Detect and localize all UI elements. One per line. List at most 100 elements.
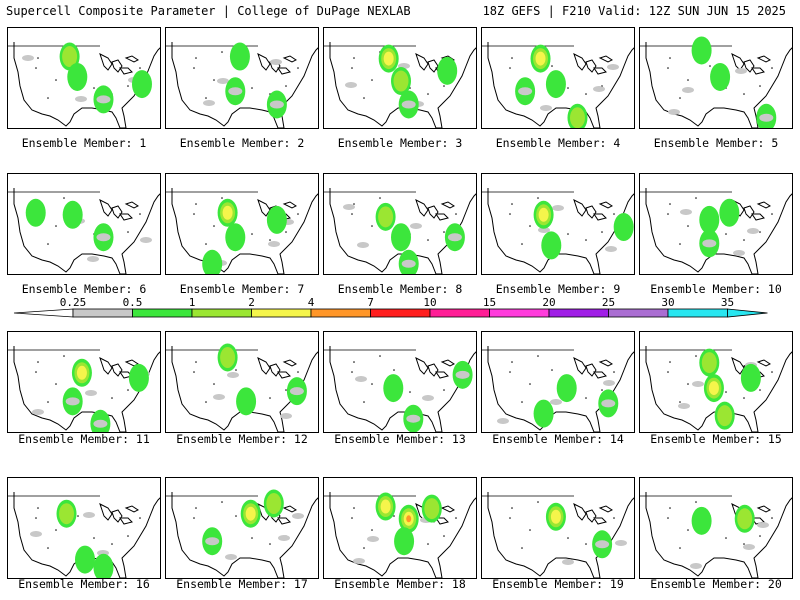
city-marker: [667, 371, 669, 373]
scp-contour-light: [447, 233, 462, 242]
city-marker: [409, 391, 411, 393]
scp-contour-fill: [76, 365, 87, 380]
city-marker: [213, 383, 215, 385]
scp-contour-fill: [383, 51, 394, 66]
city-marker: [393, 369, 395, 371]
ensemble-member-label: Ensemble Member: 2: [179, 136, 305, 150]
city-marker: [195, 507, 197, 509]
scp-contour-fill: [229, 42, 250, 71]
colorbar-high-arrow: [727, 308, 768, 318]
city-marker: [351, 517, 353, 519]
city-marker: [529, 383, 531, 385]
scp-contour-light: [607, 64, 619, 70]
city-marker: [127, 231, 129, 233]
city-marker: [613, 517, 615, 519]
ensemble-member-label: Ensemble Member: 1: [21, 136, 147, 150]
scp-contour-fill: [266, 205, 287, 234]
scp-contour-light: [22, 55, 34, 61]
city-marker: [351, 213, 353, 215]
city-marker: [55, 383, 57, 385]
city-marker: [193, 67, 195, 69]
city-marker: [537, 501, 539, 503]
city-marker: [221, 197, 223, 199]
ensemble-member-map: [7, 27, 161, 129]
colorbar-tick-label: 20: [542, 296, 555, 309]
scp-contour-light: [668, 109, 680, 115]
city-marker: [567, 537, 569, 539]
city-marker: [427, 543, 429, 545]
city-marker: [363, 547, 365, 549]
scp-contour-light: [455, 370, 470, 379]
scp-contour-fill: [719, 198, 740, 227]
scp-contour-fill: [424, 498, 440, 520]
city-marker: [195, 361, 197, 363]
scp-contour-fill: [556, 374, 577, 403]
ensemble-member-label: Ensemble Member: 14: [492, 432, 624, 446]
city-marker: [47, 243, 49, 245]
scp-contour-light: [289, 387, 304, 396]
us-basemap: [640, 188, 792, 274]
coastline: [487, 188, 634, 274]
scp-contour-light: [227, 372, 239, 378]
city-marker: [127, 85, 129, 87]
city-marker: [771, 517, 773, 519]
city-marker: [743, 93, 745, 95]
great-lakes: [99, 357, 139, 379]
coastline: [645, 492, 792, 578]
city-marker: [111, 543, 113, 545]
city-marker: [353, 57, 355, 59]
scp-contour-fill: [236, 387, 257, 416]
city-marker: [667, 517, 669, 519]
scp-contour-light: [743, 544, 755, 550]
city-marker: [37, 507, 39, 509]
ensemble-member-label: Ensemble Member: 18: [334, 577, 466, 591]
city-marker: [511, 57, 513, 59]
coastline: [645, 42, 792, 128]
city-marker: [537, 355, 539, 357]
city-marker: [297, 67, 299, 69]
scp-contour-fill: [378, 206, 394, 228]
city-marker: [47, 401, 49, 403]
great-lakes: [99, 199, 139, 221]
model-run-valid-time: 18Z GEFS | F210 Valid: 12Z SUN JUN 15 20…: [482, 4, 786, 18]
us-basemap: [482, 346, 634, 432]
great-lakes: [573, 199, 613, 221]
color-scale-bar: 0.25 0.5 1 2 4 7 10 15 20 25 30 35: [13, 296, 768, 318]
ensemble-member-label: Ensemble Member: 4: [495, 136, 621, 150]
scp-contour-light: [75, 96, 87, 102]
ensemble-member-map: [481, 331, 635, 433]
great-lakes: [415, 357, 455, 379]
us-basemap: [640, 492, 792, 578]
scp-contour-light: [280, 413, 292, 419]
scp-contour-light: [410, 223, 422, 229]
scp-contour-fill: [545, 70, 566, 99]
scp-contour-fill: [25, 198, 46, 227]
scp-contour-light: [213, 394, 225, 400]
us-basemap: [324, 492, 476, 578]
city-marker: [371, 529, 373, 531]
scp-contour-fill: [710, 62, 731, 91]
scp-contour-light: [538, 227, 550, 233]
city-marker: [585, 239, 587, 241]
ensemble-member-map: [7, 331, 161, 433]
scp-contour-light: [401, 100, 416, 109]
ensemble-member-map: [165, 27, 319, 129]
scp-contour-fill: [613, 213, 634, 242]
scp-contour-light: [355, 376, 367, 382]
scp-contour-light: [65, 397, 80, 406]
city-marker: [759, 85, 761, 87]
city-marker: [695, 501, 697, 503]
city-marker: [37, 361, 39, 363]
city-marker: [511, 203, 513, 205]
ensemble-member-map: [481, 477, 635, 579]
scp-contour-light: [733, 250, 745, 256]
coastline: [171, 42, 318, 128]
city-marker: [687, 383, 689, 385]
scp-contour-light: [735, 68, 747, 74]
scp-contour-light: [93, 419, 108, 428]
ensemble-member-label: Ensemble Member: 16: [18, 577, 150, 591]
scp-contour-light: [690, 563, 702, 569]
city-marker: [509, 67, 511, 69]
ensemble-member-map: [165, 173, 319, 275]
us-basemap: [482, 492, 634, 578]
